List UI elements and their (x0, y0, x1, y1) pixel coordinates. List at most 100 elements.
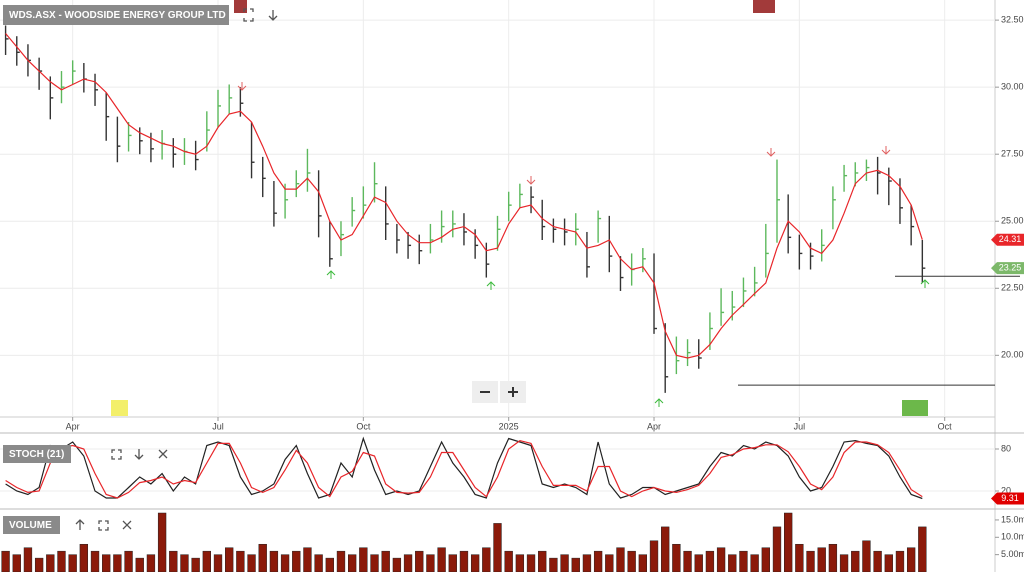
volume-bar (482, 547, 491, 572)
x-tick-label: 2025 (499, 421, 519, 431)
volume-bar (549, 557, 558, 572)
volume-bar (191, 557, 200, 572)
event-marker[interactable] (753, 0, 775, 13)
volume-bar (1, 550, 10, 572)
y-tick-label: 30.00 (1001, 82, 1024, 92)
close-icon[interactable] (122, 520, 132, 530)
volume-bar (46, 554, 55, 572)
title-box (3, 516, 60, 534)
volume-bar (784, 512, 793, 572)
stoch-line (5, 436, 923, 500)
volume-bar (247, 554, 256, 572)
volume-bar (672, 543, 681, 572)
volume-bar (459, 550, 469, 572)
volume-bar (649, 540, 659, 572)
volume-bar (839, 554, 849, 572)
y-tick-label: 22.50 (1001, 283, 1024, 293)
volume-bar (515, 554, 525, 572)
volume-bar (918, 526, 927, 572)
volume-bar (605, 554, 614, 572)
volume-bar (79, 543, 89, 572)
y-tick-label: 80 (1001, 443, 1011, 453)
volume-bar (225, 547, 234, 572)
y-tick-label: 32.50 (1001, 14, 1024, 24)
volume-bar (403, 554, 413, 572)
expand-icon[interactable] (111, 449, 122, 460)
volume-bar (325, 557, 334, 572)
volume-bar (895, 550, 905, 572)
volume-bar (683, 550, 692, 572)
volume-bar (392, 557, 402, 572)
value-tag-label: 9.31 (1001, 493, 1019, 503)
volume-bar (750, 554, 759, 572)
volume-bar (661, 526, 670, 572)
expand-icon[interactable] (98, 520, 109, 531)
volume-bar (381, 550, 390, 572)
volume-bar (906, 547, 916, 572)
volume-bar (448, 554, 457, 572)
volume-bar (493, 523, 502, 572)
panel-title: STOCH (21) (9, 449, 64, 460)
event-marker[interactable] (234, 0, 247, 13)
volume-bar (627, 550, 636, 572)
value-tag (991, 262, 1024, 275)
volume-bar (470, 554, 480, 572)
signal-down (237, 82, 891, 185)
volume-bar (202, 550, 211, 572)
panel-title: VOLUME (9, 520, 52, 531)
volume-bar (336, 550, 346, 572)
volume-bar (616, 547, 625, 572)
volume-bar (862, 540, 871, 572)
x-tick-label: Oct (356, 421, 371, 431)
volume-bar (538, 550, 547, 572)
volume-bar (828, 543, 838, 572)
volume-bar (593, 550, 603, 572)
value-tag (991, 492, 1024, 505)
volume-bar (213, 554, 223, 572)
title-box (3, 445, 71, 463)
volume-bar (169, 550, 178, 572)
volume-bar (806, 550, 815, 572)
moving-average-line (5, 33, 923, 359)
volume-bar (560, 554, 569, 572)
volume-bar (292, 550, 301, 572)
signal-up (326, 270, 930, 407)
volume-bar (124, 550, 133, 572)
move-down-icon[interactable] (268, 10, 278, 21)
volume-bar (705, 550, 715, 572)
volume-bar (359, 547, 368, 572)
volume-bar (739, 550, 748, 572)
volume-bar (526, 554, 536, 572)
volume-bar (314, 554, 323, 572)
close-icon[interactable] (158, 449, 168, 459)
expand-icon[interactable] (243, 8, 254, 22)
volume-bar (772, 526, 782, 572)
volume-bar (426, 554, 435, 572)
x-tick-label: Apr (647, 421, 661, 431)
volume-bar (761, 547, 770, 572)
volume-bar (269, 550, 279, 572)
volume-bar (795, 543, 804, 572)
move-up-icon[interactable] (75, 519, 85, 530)
y-tick-label: 25.00 (1001, 216, 1024, 226)
x-tick-label: Apr (66, 421, 80, 431)
volume-bar (68, 554, 77, 572)
move-down-icon[interactable] (134, 449, 144, 460)
zoom-in-icon (508, 387, 518, 397)
volume-bar (23, 547, 33, 572)
volume-bar (437, 547, 446, 572)
volume-bar (716, 547, 726, 572)
event-marker[interactable] (111, 400, 128, 416)
event-marker[interactable] (902, 400, 928, 416)
volume-bar (280, 554, 290, 572)
annotations: WDS.ASX - WOODSIDE ENERGY GROUP LTD STOC… (3, 0, 930, 534)
volume-bar (157, 512, 167, 572)
volume-bar (34, 557, 44, 572)
volume-bar (873, 550, 882, 572)
x-tick-label: Jul (794, 421, 806, 431)
volume-bar (817, 547, 826, 572)
volume-bar (12, 554, 21, 572)
